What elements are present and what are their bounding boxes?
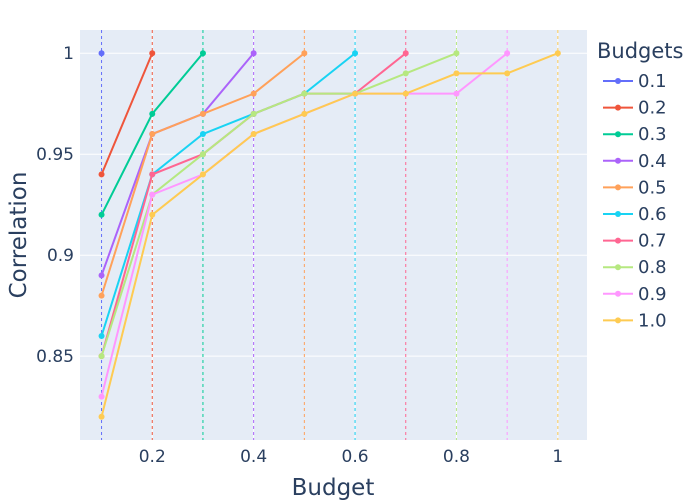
legend-label: 0.1: [638, 71, 667, 92]
data-point-0.8-2: [199, 151, 206, 158]
data-point-1.0-7: [453, 70, 460, 77]
legend-label: 0.3: [638, 124, 667, 145]
data-point-0.3-1: [149, 110, 156, 117]
data-point-0.3-2: [199, 50, 206, 57]
x-axis-ticks: 0.2 0.4 0.6 0.8 1: [139, 447, 564, 467]
data-point-0.9-1: [149, 191, 156, 198]
series-line-1.0: [100, 52, 559, 418]
data-point-0.4-3: [250, 50, 257, 57]
data-point-0.5-3: [250, 90, 257, 97]
legend-item-0.4[interactable]: 0.4: [603, 151, 667, 172]
data-point-0.8-6: [402, 70, 409, 77]
data-point-1.0-6: [402, 90, 409, 97]
legend-swatch-marker: [615, 184, 621, 191]
legend-swatch-marker: [615, 78, 621, 84]
y-tick-label: 0.9: [47, 246, 74, 266]
legend-item-0.2[interactable]: 0.2: [603, 98, 667, 119]
legend-item-0.3[interactable]: 0.3: [603, 124, 667, 145]
data-point-0.2-0: [98, 171, 105, 178]
legend-label: 0.8: [638, 257, 667, 278]
legend-swatch-marker: [615, 211, 621, 217]
y-axis-ticks: 0.85 0.9 0.95 1: [36, 44, 74, 367]
series-0.1[interactable]: [98, 50, 105, 57]
series-line-0.8: [100, 52, 457, 357]
series-1.0[interactable]: [98, 50, 561, 420]
legend-swatch-marker: [615, 264, 621, 271]
data-point-0.5-1: [149, 131, 156, 138]
legend-swatch-marker: [615, 157, 621, 164]
legend-label: 0.2: [638, 98, 667, 119]
data-point-0.5-2: [199, 110, 206, 117]
data-point-0.5-4: [301, 50, 308, 57]
data-point-0.1-0: [98, 50, 105, 57]
legend-item-0.9[interactable]: 0.9: [603, 284, 667, 305]
x-tick-label: 0.2: [139, 447, 166, 467]
legend-swatch-marker: [615, 290, 621, 297]
legend-item-0.6[interactable]: 0.6: [603, 204, 667, 225]
y-tick-label: 0.95: [36, 145, 74, 165]
legend-items: 0.1 0.2 0.3 0.4 0.5 0.6 0.7 0.8 0.9 1.0: [603, 71, 667, 331]
legend-item-0.1[interactable]: 0.1: [603, 71, 667, 92]
legend-swatch-marker: [615, 317, 621, 324]
y-tick-label: 1: [63, 44, 74, 64]
data-point-1.0-1: [149, 211, 156, 218]
legend-label: 0.7: [638, 231, 667, 252]
data-point-0.8-3: [250, 110, 257, 117]
data-point-1.0-0: [98, 413, 105, 420]
legend-title: Budgets: [597, 39, 683, 63]
data-point-0.8-0: [98, 353, 105, 360]
legend-label: 0.6: [638, 204, 667, 225]
data-point-0.5-0: [98, 292, 105, 299]
legend-item-1.0[interactable]: 1.0: [603, 310, 667, 331]
x-tick-label: 0.4: [240, 447, 267, 467]
data-point-1.0-3: [250, 131, 257, 138]
x-axis-title: Budget: [292, 475, 375, 500]
data-point-0.6-5: [352, 50, 359, 57]
series-line-0.2: [100, 52, 154, 175]
data-point-0.9-0: [98, 393, 105, 400]
legend-label: 0.9: [638, 284, 667, 305]
data-point-1.0-2: [199, 171, 206, 178]
data-point-0.6-0: [98, 332, 105, 339]
y-axis-title: Correlation: [6, 172, 32, 299]
legend-item-0.8[interactable]: 0.8: [603, 257, 667, 278]
legend-swatch-marker: [615, 237, 621, 244]
series-lines: [98, 50, 561, 420]
data-point-1.0-5: [352, 90, 359, 97]
data-point-0.8-7: [453, 50, 460, 57]
legend[interactable]: Budgets 0.1 0.2 0.3 0.4 0.5 0.6 0.7 0.8 0.9 1.0: [597, 39, 683, 331]
data-point-0.4-0: [98, 272, 105, 279]
legend-swatch-marker: [615, 104, 621, 111]
data-point-1.0-9: [554, 50, 561, 57]
series-0.5[interactable]: [98, 50, 308, 299]
data-point-1.0-8: [504, 70, 511, 77]
data-point-0.9-7: [453, 90, 460, 97]
legend-label: 1.0: [638, 310, 667, 331]
legend-swatch-marker: [615, 131, 621, 138]
y-tick-label: 0.85: [36, 347, 74, 367]
budget-markers: [101, 30, 559, 440]
legend-label: 0.4: [638, 151, 667, 172]
data-point-0.6-2: [199, 131, 206, 138]
plot-background: [80, 30, 587, 440]
legend-label: 0.5: [638, 177, 667, 198]
legend-item-0.7[interactable]: 0.7: [603, 231, 667, 252]
data-point-0.3-0: [98, 211, 105, 218]
x-tick-label: 1: [552, 447, 563, 467]
x-tick-label: 0.6: [342, 447, 369, 467]
data-point-0.7-6: [402, 50, 409, 57]
series-0.2[interactable]: [98, 50, 156, 178]
data-point-1.0-4: [301, 110, 308, 117]
legend-item-0.5[interactable]: 0.5: [603, 177, 667, 198]
series-0.3[interactable]: [98, 50, 206, 218]
data-point-0.2-1: [149, 50, 156, 57]
data-point-0.7-1: [149, 171, 156, 178]
x-tick-label: 0.8: [443, 447, 470, 467]
data-point-0.8-4: [301, 90, 308, 97]
data-point-0.9-8: [504, 50, 511, 57]
